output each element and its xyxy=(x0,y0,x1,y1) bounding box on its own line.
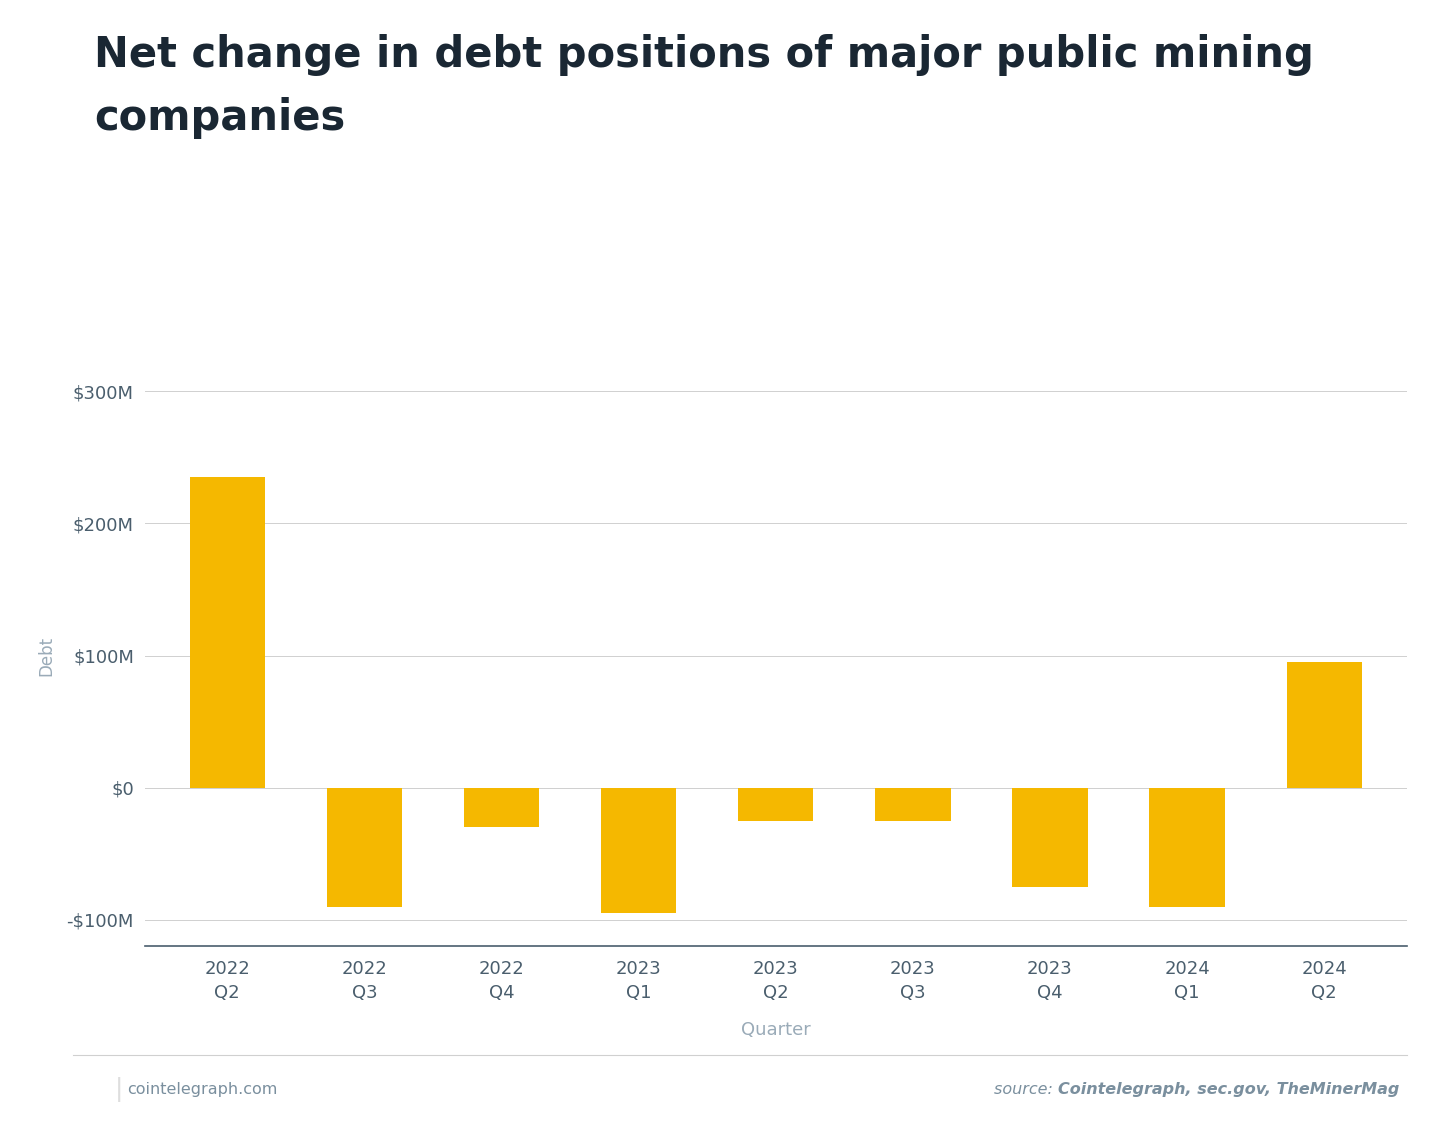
Text: Net change in debt positions of major public mining: Net change in debt positions of major pu… xyxy=(94,34,1314,76)
Bar xyxy=(1286,662,1362,788)
Bar xyxy=(738,788,813,821)
Bar xyxy=(876,788,951,821)
Text: Cointelegraph, sec.gov, TheMinerMag: Cointelegraph, sec.gov, TheMinerMag xyxy=(1058,1082,1399,1098)
Text: cointelegraph.com: cointelegraph.com xyxy=(128,1082,278,1098)
Text: source:: source: xyxy=(993,1082,1058,1098)
Text: companies: companies xyxy=(94,97,345,139)
Bar xyxy=(326,788,402,906)
Y-axis label: Debt: Debt xyxy=(38,635,55,676)
Text: |: | xyxy=(115,1077,123,1102)
Bar xyxy=(1150,788,1225,906)
Bar xyxy=(1012,788,1088,887)
Bar xyxy=(600,788,676,913)
Bar xyxy=(464,788,539,828)
Bar xyxy=(190,478,265,788)
X-axis label: Quarter: Quarter xyxy=(741,1021,811,1040)
